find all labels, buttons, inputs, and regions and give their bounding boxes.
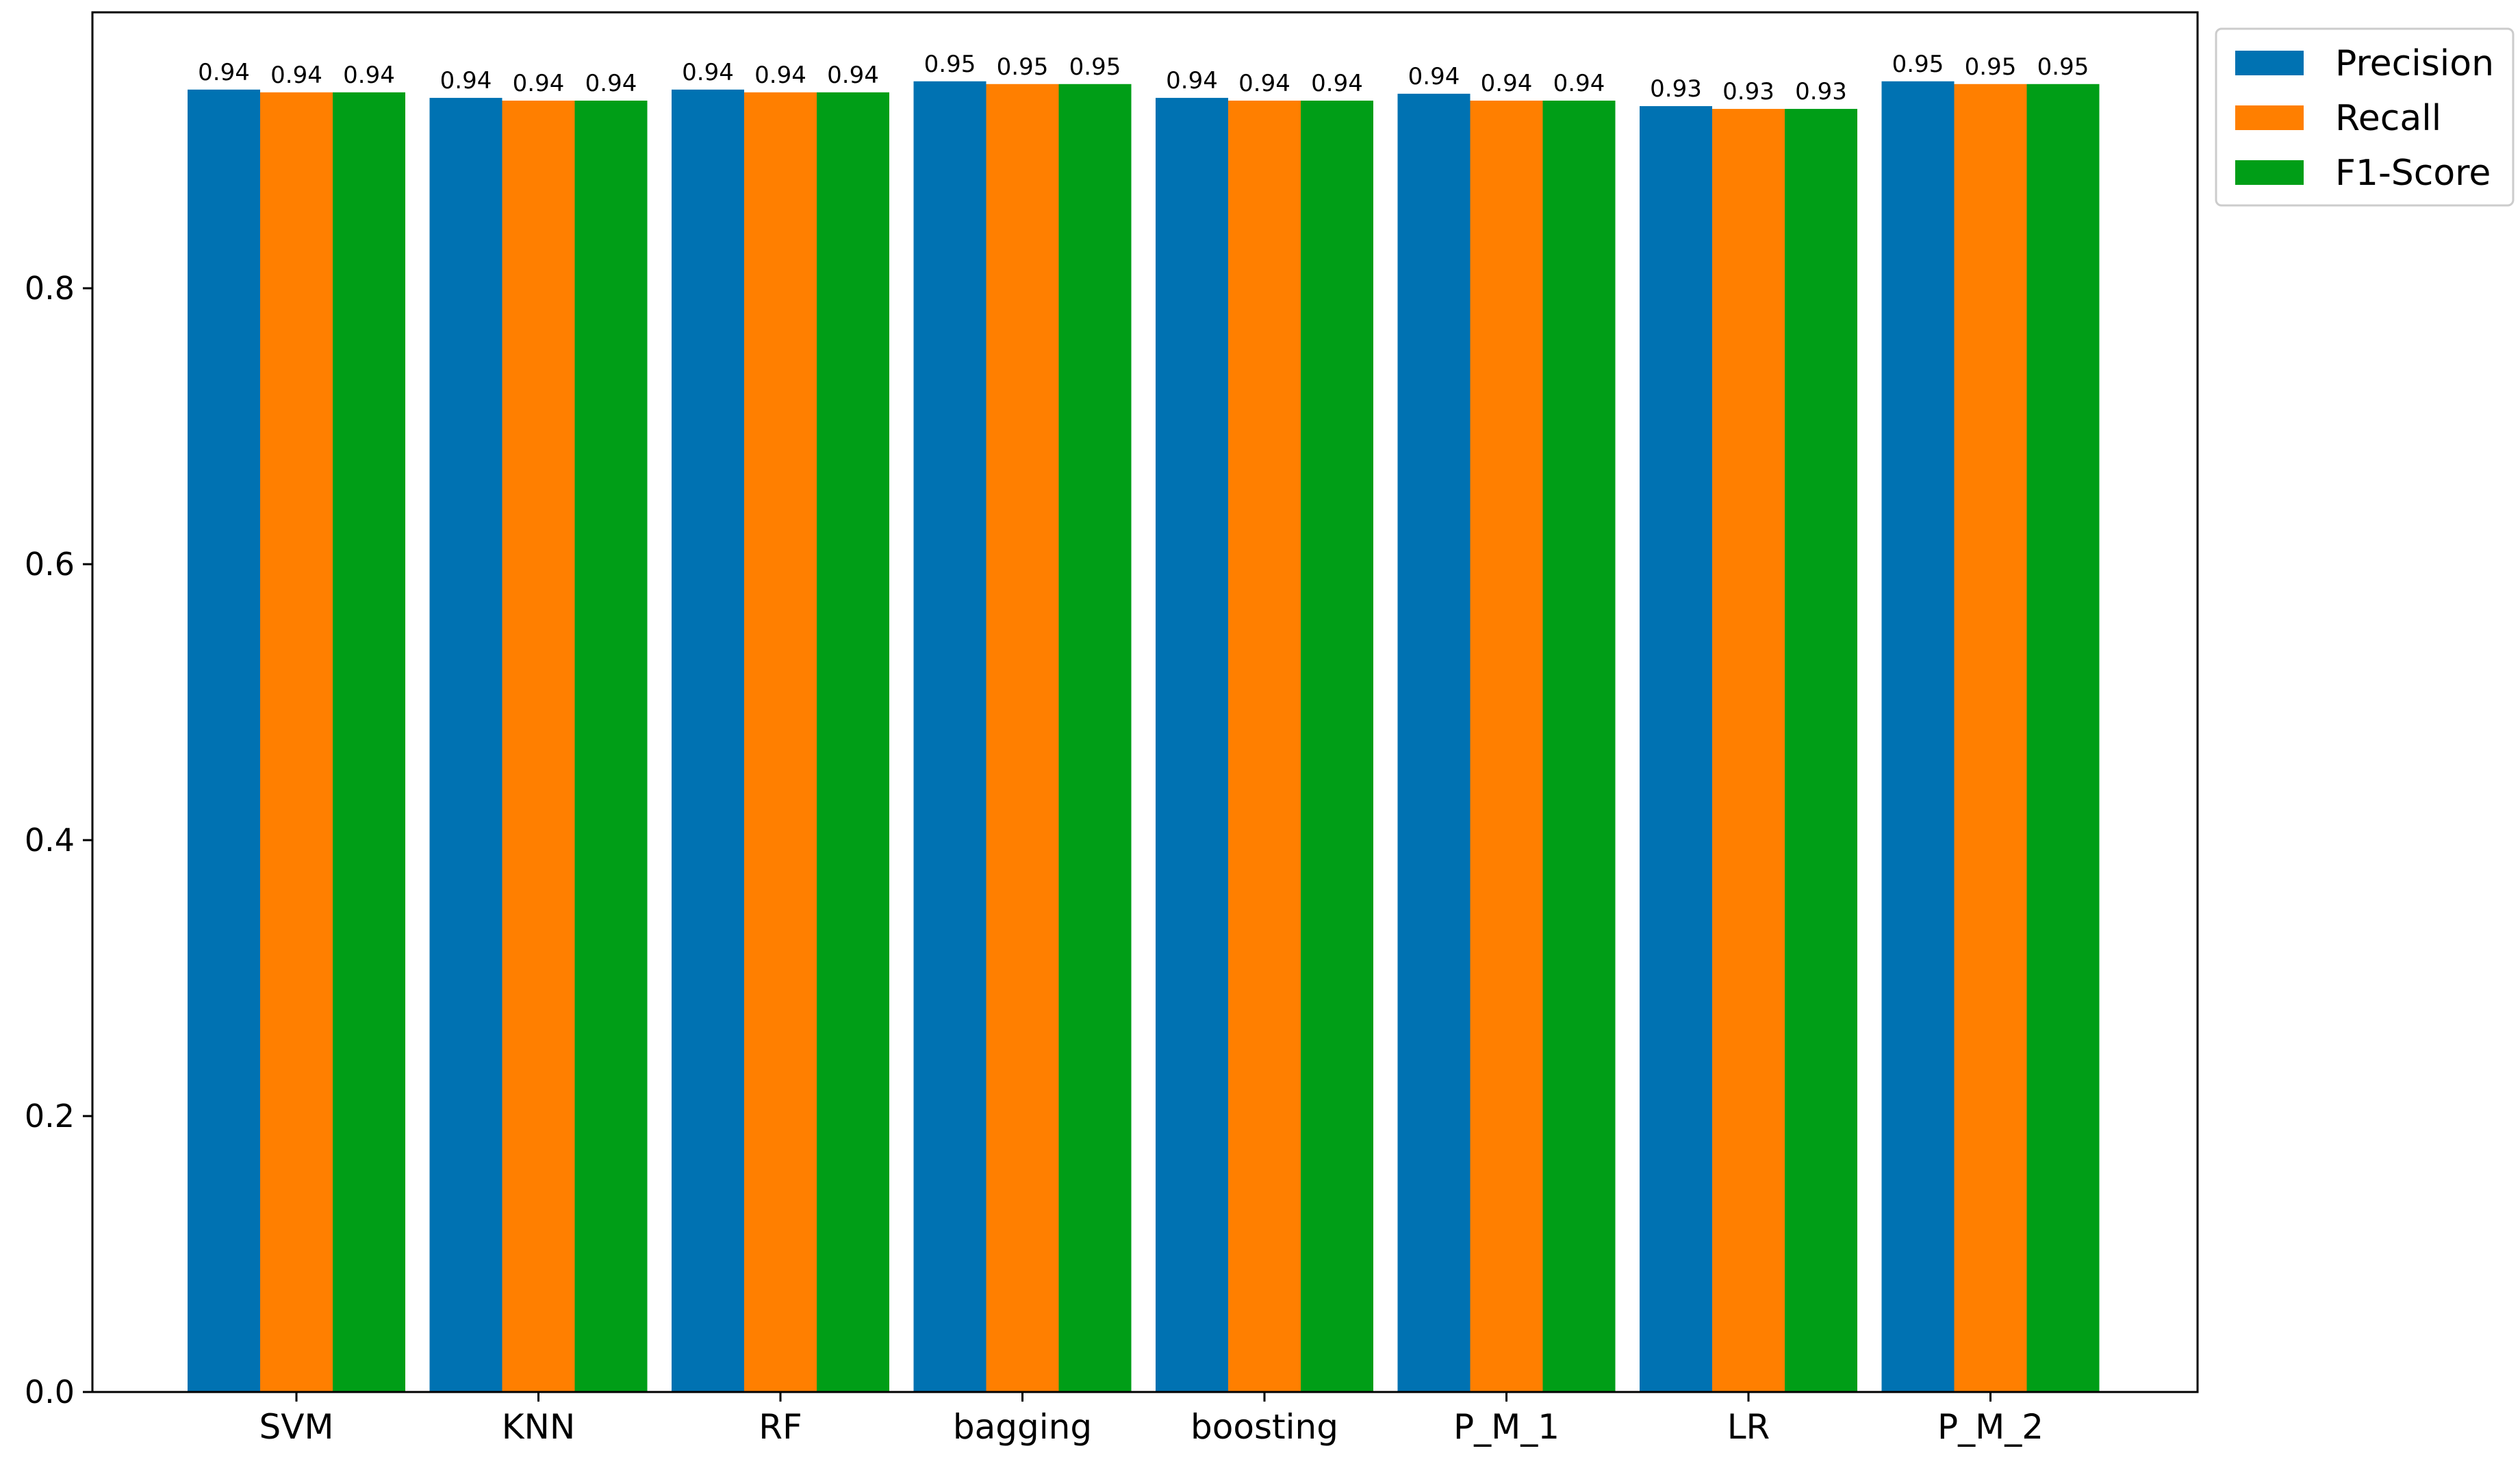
legend-swatch-precision [2235, 51, 2304, 75]
data-label: 0.95 [924, 51, 976, 78]
bar-recall-rf [744, 92, 817, 1392]
bars-layer [188, 81, 2100, 1393]
x-tick-label: P_M_1 [1453, 1407, 1560, 1447]
bar-precision-p-m-2 [1881, 81, 1955, 1392]
legend-label-precision: Precision [2335, 43, 2494, 84]
bar-precision-boosting [1156, 97, 1228, 1393]
data-label: 0.94 [513, 70, 565, 97]
data-label: 0.94 [827, 62, 879, 89]
legend-label-f1-score: F1-Score [2335, 153, 2491, 194]
bar-f1-score-rf [817, 92, 889, 1392]
data-label: 0.94 [1311, 70, 1363, 97]
bar-f1-score-p-m-1 [1542, 100, 1616, 1393]
data-label: 0.94 [440, 67, 492, 94]
y-tick-label: 0.0 [25, 1374, 75, 1410]
bar-f1-score-svm [333, 92, 405, 1392]
bar-recall-lr [1712, 109, 1785, 1392]
x-tick-label: LR [1727, 1407, 1770, 1447]
bar-f1-score-boosting [1301, 100, 1373, 1393]
x-tick-label: RF [759, 1407, 802, 1447]
data-label: 0.93 [1795, 78, 1847, 105]
data-label: 0.93 [1650, 75, 1702, 103]
data-label: 0.94 [343, 62, 395, 89]
data-labels-layer: 0.94 0.94 0.94 0.94 0.94 0.94 0.94 0.94 0.94 0.95… [198, 51, 2089, 105]
bar-recall-p-m-2 [1954, 84, 2027, 1392]
bar-recall-p-m-1 [1470, 100, 1543, 1393]
data-label: 0.94 [682, 59, 734, 86]
data-label: 0.93 [1722, 78, 1774, 105]
bar-precision-bagging [913, 81, 987, 1392]
bar-f1-score-bagging [1058, 84, 1132, 1392]
bar-recall-boosting [1228, 100, 1301, 1393]
x-tick-label: KNN [502, 1407, 576, 1447]
data-label: 0.95 [1892, 51, 1944, 78]
data-label: 0.94 [1238, 70, 1290, 97]
legend-swatch-f1-score [2235, 160, 2304, 185]
y-tick-label: 0.8 [25, 270, 75, 307]
x-tick-label: P_M_2 [1937, 1407, 2044, 1447]
bar-f1-score-p-m-2 [2026, 84, 2100, 1392]
x-tick-label: SVM [259, 1407, 333, 1447]
x-tick-label: bagging [953, 1407, 1092, 1447]
legend-swatch-recall [2235, 105, 2304, 130]
bar-precision-p-m-1 [1397, 93, 1471, 1392]
y-tick-label: 0.6 [25, 546, 75, 583]
y-tick-label: 0.4 [25, 822, 75, 859]
data-label: 0.94 [754, 62, 806, 89]
legend: Precision Recall F1-Score [2215, 27, 2515, 207]
bar-precision-svm [188, 89, 260, 1393]
data-label: 0.94 [1166, 67, 1218, 94]
data-label: 0.95 [1965, 53, 2017, 81]
plot-frame [91, 11, 2199, 1393]
bar-precision-knn [429, 97, 502, 1393]
bar-precision-lr [1640, 106, 1712, 1392]
data-label: 0.95 [997, 53, 1049, 81]
data-label: 0.95 [2037, 53, 2089, 81]
data-label: 0.94 [270, 62, 322, 89]
x-tick-label: boosting [1191, 1407, 1338, 1447]
data-label: 0.94 [198, 59, 250, 86]
data-label: 0.95 [1069, 53, 1121, 81]
data-label: 0.94 [1408, 63, 1460, 90]
bar-recall-bagging [986, 84, 1059, 1392]
data-label: 0.94 [585, 70, 637, 97]
data-label: 0.94 [1481, 70, 1533, 97]
bar-recall-knn [502, 100, 575, 1393]
bar-f1-score-lr [1785, 109, 1857, 1392]
axes-layer: 0.0 0.2 0.4 0.6 0.8 SVM KNN RF bagging boosting P_… [25, 11, 2199, 1447]
y-tick-label: 0.2 [25, 1098, 75, 1135]
legend-label-recall: Recall [2335, 98, 2441, 139]
bar-recall-svm [260, 92, 333, 1392]
bar-f1-score-knn [574, 100, 648, 1393]
bar-precision-rf [672, 89, 744, 1393]
data-label: 0.94 [1553, 70, 1605, 97]
